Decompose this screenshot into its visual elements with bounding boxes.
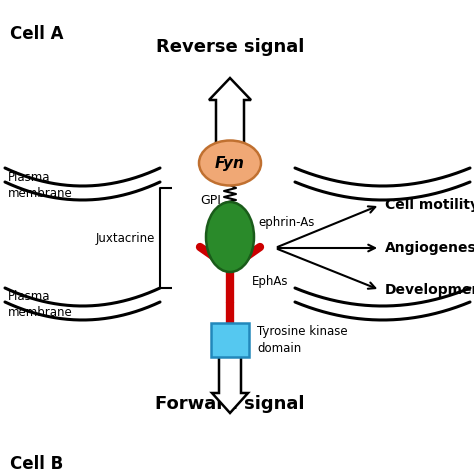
Text: EphAs: EphAs (252, 275, 289, 289)
Text: Cell A: Cell A (10, 25, 64, 43)
Text: Plasma
membrane: Plasma membrane (8, 291, 73, 319)
Text: Plasma
membrane: Plasma membrane (8, 171, 73, 200)
Ellipse shape (206, 202, 254, 272)
Text: Juxtacrine: Juxtacrine (96, 231, 155, 245)
Text: Angiogenesis: Angiogenesis (385, 241, 474, 255)
Text: GPI: GPI (200, 193, 221, 207)
FancyArrow shape (209, 78, 251, 148)
Text: ephrin-As: ephrin-As (258, 216, 314, 228)
Bar (211, 323, 249, 357)
Text: Development: Development (385, 283, 474, 297)
Text: Forward signal: Forward signal (155, 395, 305, 413)
Text: Reverse signal: Reverse signal (156, 38, 304, 56)
Text: Cell motility: Cell motility (385, 198, 474, 212)
Text: Fyn: Fyn (215, 155, 245, 171)
Ellipse shape (199, 140, 261, 185)
FancyArrow shape (212, 355, 248, 413)
Text: Cell B: Cell B (10, 455, 63, 473)
Text: Tyrosine kinase
domain: Tyrosine kinase domain (257, 325, 347, 355)
